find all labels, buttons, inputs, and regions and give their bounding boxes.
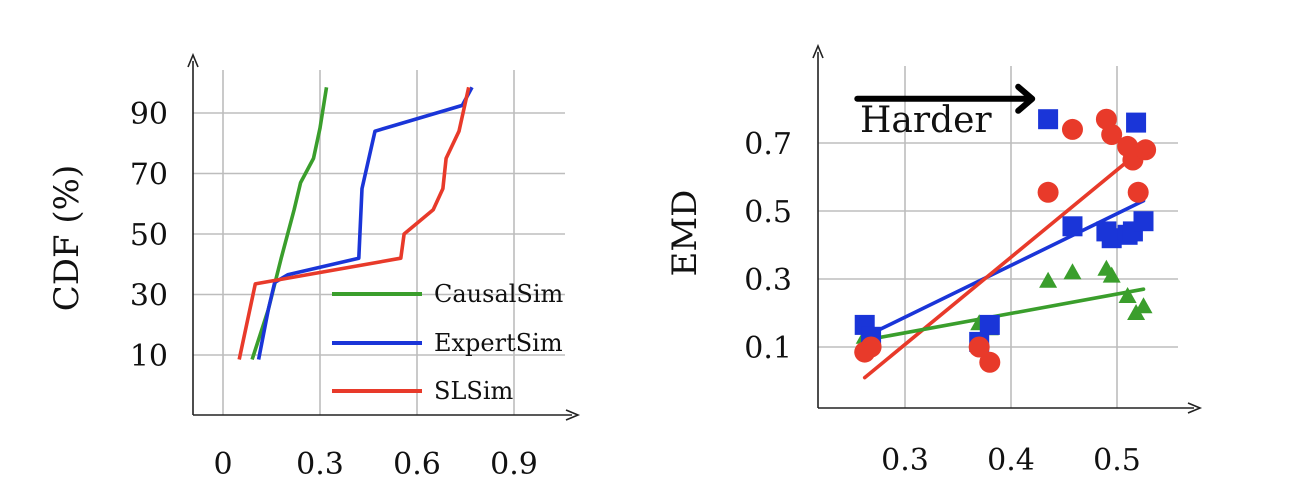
emd-point-slsim [1037, 181, 1059, 203]
legend-label-slsim: SLSim [434, 377, 513, 405]
cdf-x-arrow-icon [565, 409, 581, 421]
cdf-grid [193, 70, 565, 415]
emd-x-tick-label: 0.4 [987, 443, 1035, 478]
cdf-y-axis-label: CDF (%) [47, 165, 87, 312]
cdf-axes [187, 52, 581, 421]
cdf-x-tick-label: 0.9 [490, 447, 538, 482]
emd-point-slsim [860, 336, 882, 358]
cdf-x-tick-label: 0 [213, 447, 232, 482]
cdf-y-tick-label: 70 [130, 158, 168, 193]
emd-trend-lines [862, 144, 1148, 380]
emd-point-expertsim [1126, 112, 1147, 133]
emd-scatter-points [854, 108, 1157, 373]
emd-trend-slsim [862, 144, 1148, 380]
cdf-legend: CausalSim ExpertSim SLSim [332, 280, 564, 405]
emd-y-axis-label: EMD [665, 190, 705, 277]
cdf-y-tick-label: 10 [130, 339, 168, 374]
emd-x-arrow-icon [1187, 402, 1203, 414]
harder-label: Harder [860, 100, 992, 141]
legend-label-expertsim: ExpertSim [434, 329, 563, 357]
emd-point-expertsim [1133, 211, 1154, 232]
emd-y-tick-label: 0.1 [744, 331, 792, 366]
emd-point-expertsim [1038, 109, 1059, 130]
cdf-y-arrow-icon [187, 52, 199, 68]
emd-y-arrow-icon [812, 43, 824, 59]
emd-point-slsim [1061, 118, 1083, 140]
emd-point-expertsim [1101, 228, 1122, 249]
emd-point-slsim [1101, 124, 1123, 145]
cdf-x-tick-label: 0.3 [296, 447, 344, 482]
emd-trend-causalsim [862, 287, 1146, 343]
emd-point-slsim [968, 336, 990, 358]
emd-point-causalsim [1118, 287, 1137, 303]
emd-x-tick-label: 0.3 [881, 443, 929, 478]
emd-chart: 0.3 0.4 0.5 0.1 0.3 0.5 0.7 Harder EMD [665, 43, 1203, 478]
harder-annotation: Harder [854, 83, 1036, 141]
emd-y-tick-label: 0.7 [744, 127, 792, 162]
legend-label-causalsim: CausalSim [434, 280, 564, 308]
emd-x-tick-label: 0.5 [1093, 443, 1141, 478]
cdf-y-tick-label: 30 [130, 279, 168, 314]
cdf-line-slsim [237, 86, 471, 360]
emd-point-expertsim [1062, 216, 1083, 237]
cdf-line-expertsim [256, 86, 474, 360]
cdf-chart: 0 0.3 0.6 0.9 10 30 50 70 90 CausalSim ExpertSim… [47, 52, 581, 482]
cdf-y-tick-label: 50 [130, 218, 168, 253]
cdf-series-lines [237, 86, 474, 361]
emd-tick-labels: 0.3 0.4 0.5 0.1 0.3 0.5 0.7 [744, 127, 1141, 478]
cdf-y-tick-label: 90 [130, 97, 168, 132]
cdf-tick-labels: 0 0.3 0.6 0.9 10 30 50 70 90 [130, 97, 538, 482]
cdf-line-causalsim [250, 87, 329, 361]
emd-point-causalsim [1102, 266, 1121, 283]
emd-point-expertsim [979, 314, 1000, 335]
emd-point-slsim [1127, 181, 1149, 203]
emd-point-causalsim [1134, 297, 1153, 314]
emd-point-slsim [1135, 139, 1157, 161]
emd-axes [812, 43, 1203, 414]
harder-arrow-icon [1015, 83, 1036, 114]
emd-y-tick-label: 0.5 [744, 195, 792, 230]
cdf-x-tick-label: 0.6 [393, 447, 441, 482]
emd-point-causalsim [1039, 271, 1058, 288]
emd-y-tick-label: 0.3 [744, 263, 792, 298]
emd-point-slsim [979, 351, 1001, 373]
emd-point-causalsim [1063, 263, 1082, 280]
